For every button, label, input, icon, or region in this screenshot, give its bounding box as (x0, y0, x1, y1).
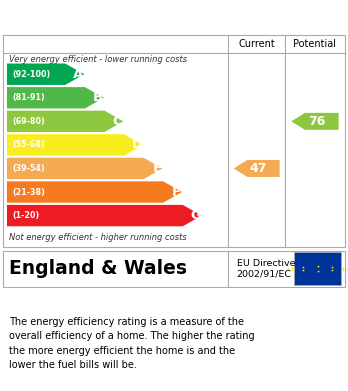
Text: (92-100): (92-100) (12, 70, 50, 79)
Polygon shape (7, 158, 163, 179)
Text: Not energy efficient - higher running costs: Not energy efficient - higher running co… (9, 233, 187, 242)
Polygon shape (7, 181, 182, 203)
Text: 76: 76 (308, 115, 325, 128)
Text: (1-20): (1-20) (12, 211, 39, 220)
Text: C: C (113, 115, 122, 128)
Text: B: B (93, 91, 103, 104)
Text: (21-38): (21-38) (12, 188, 45, 197)
Polygon shape (234, 160, 280, 177)
Text: EU Directive: EU Directive (237, 259, 295, 269)
Text: Current: Current (238, 39, 275, 49)
Text: 2002/91/EC: 2002/91/EC (237, 270, 292, 279)
Polygon shape (7, 111, 123, 132)
Text: England & Wales: England & Wales (9, 259, 187, 278)
Polygon shape (291, 113, 339, 130)
Text: The energy efficiency rating is a measure of the
overall efficiency of a home. T: The energy efficiency rating is a measur… (9, 317, 254, 370)
Text: (69-80): (69-80) (12, 117, 45, 126)
Text: G: G (190, 209, 201, 222)
Polygon shape (7, 87, 104, 108)
Text: (39-54): (39-54) (12, 164, 45, 173)
Bar (294, 252, 341, 285)
Polygon shape (7, 134, 143, 156)
Text: D: D (132, 138, 143, 151)
Polygon shape (7, 205, 201, 226)
Text: F: F (172, 185, 181, 199)
Text: Energy Efficiency Rating: Energy Efficiency Rating (9, 9, 230, 23)
Polygon shape (7, 63, 84, 85)
Text: A: A (73, 68, 84, 81)
Text: Very energy efficient - lower running costs: Very energy efficient - lower running co… (9, 55, 187, 64)
Text: (81-91): (81-91) (12, 93, 45, 102)
Text: Potential: Potential (293, 39, 337, 49)
Text: (55-68): (55-68) (12, 140, 45, 149)
Text: E: E (152, 162, 161, 175)
Text: 47: 47 (250, 162, 267, 175)
